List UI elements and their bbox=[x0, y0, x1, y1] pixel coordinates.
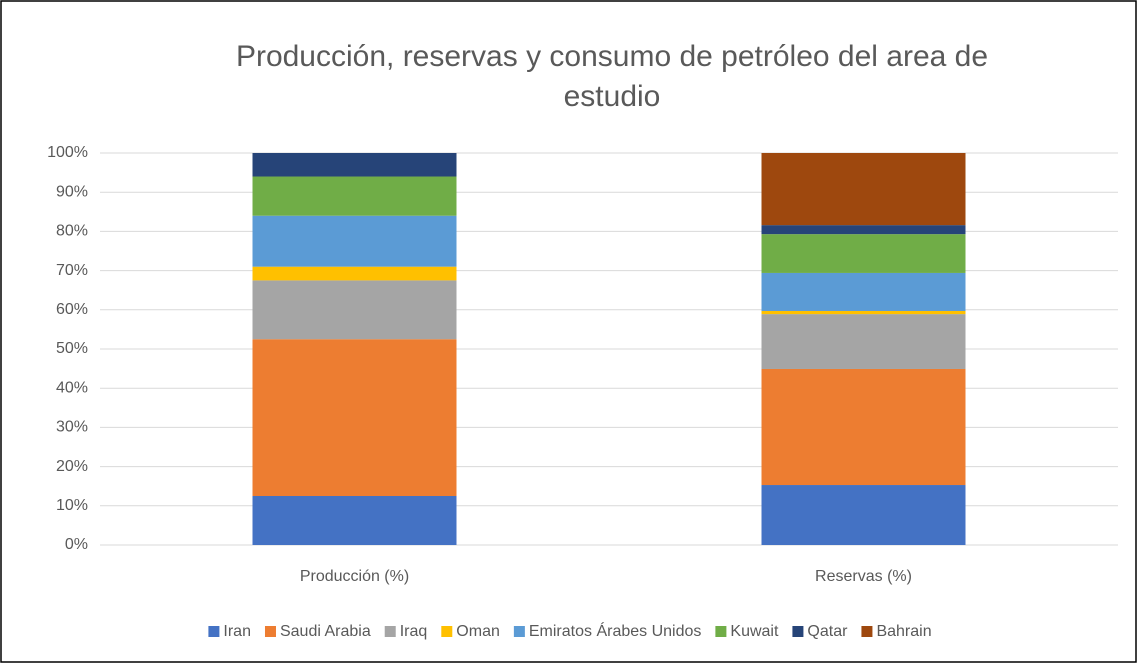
legend-swatch bbox=[264, 626, 276, 637]
legend-label: Iran bbox=[223, 623, 251, 640]
bar-segment bbox=[252, 339, 457, 496]
legend-label: Saudi Arabia bbox=[280, 623, 371, 640]
bar-segment bbox=[252, 496, 457, 545]
legend-label: Qatar bbox=[807, 623, 848, 640]
bar-segment bbox=[252, 176, 457, 216]
y-tick-label: 90% bbox=[56, 183, 88, 200]
bar-segment bbox=[761, 225, 966, 235]
y-tick-label: 0% bbox=[65, 536, 88, 553]
y-tick-label: 100% bbox=[47, 144, 88, 161]
bar-segment bbox=[252, 266, 457, 281]
y-tick-label: 50% bbox=[56, 340, 88, 357]
legend-swatch bbox=[208, 626, 220, 637]
legend-label: Kuwait bbox=[730, 623, 779, 640]
x-tick-label: Producción (%) bbox=[300, 568, 409, 585]
y-tick-label: 60% bbox=[56, 301, 88, 318]
chart-title: Producción, reservas y consumo de petról… bbox=[236, 40, 988, 73]
legend-label: Bahrain bbox=[876, 623, 931, 640]
y-tick-label: 80% bbox=[56, 223, 88, 240]
legend-swatch bbox=[792, 626, 804, 637]
legend-label: Emiratos Árabes Unidos bbox=[529, 621, 702, 640]
chart-title-line: estudio bbox=[564, 80, 661, 113]
legend-swatch bbox=[715, 626, 727, 637]
y-tick-label: 20% bbox=[56, 458, 88, 475]
y-tick-label: 30% bbox=[56, 419, 88, 436]
bar-segment bbox=[761, 485, 966, 545]
bar-segment bbox=[761, 153, 966, 226]
legend-swatch bbox=[384, 626, 396, 637]
bar-segment bbox=[252, 153, 457, 177]
bar-segment bbox=[761, 234, 966, 273]
bar-segment bbox=[761, 272, 966, 311]
y-tick-label: 40% bbox=[56, 379, 88, 396]
legend-swatch bbox=[441, 626, 453, 637]
bar-segment bbox=[761, 368, 966, 486]
bar-segment bbox=[761, 314, 966, 369]
bar-segment bbox=[252, 215, 457, 267]
legend-swatch bbox=[513, 626, 525, 637]
x-tick-label: Reservas (%) bbox=[815, 568, 912, 585]
y-tick-label: 70% bbox=[56, 262, 88, 279]
legend-label: Iraq bbox=[400, 623, 428, 640]
bar-segment bbox=[252, 280, 457, 340]
legend-label: Oman bbox=[456, 623, 500, 640]
legend-swatch bbox=[861, 626, 873, 637]
y-tick-label: 10% bbox=[56, 497, 88, 514]
bar-segment bbox=[761, 310, 966, 315]
